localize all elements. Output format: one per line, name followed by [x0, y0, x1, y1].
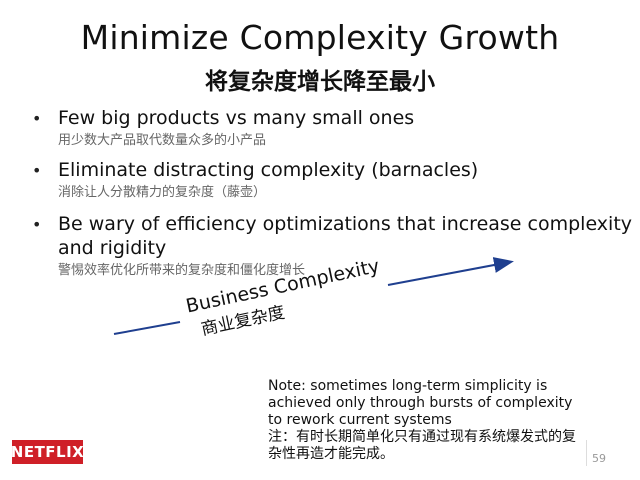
complexity-arrow-tail [113, 321, 181, 335]
slide-subtitle: 将复杂度增长降至最小 [205, 69, 435, 95]
bullet-text: Eliminate distracting complexity (barnac… [58, 159, 479, 181]
bullet-marker: • [32, 161, 42, 180]
complexity-arrow-head [387, 257, 514, 286]
netflix-logo: NETFLIX [11, 440, 84, 464]
bullet-text: Be wary of efficiency optimizations that… [58, 213, 633, 259]
slide-title: Minimize Complexity Growth [80, 18, 560, 57]
footnote-cn: 注：有时长期简单化只有通过现有系统爆发式的复杂性再造才能完成。 [268, 429, 576, 462]
bullet-item: • Eliminate distracting complexity (barn… [32, 158, 638, 203]
page-number: 59 [592, 452, 606, 465]
bullet-item: • Few big products vs many small ones 用少… [32, 106, 638, 151]
bullet-translation: 警惕效率优化所带来的复杂度和僵化度增长 [58, 263, 306, 278]
bullet-item: • Be wary of efficiency optimizations th… [32, 212, 640, 281]
bullet-translation: 用少数大产品取代数量众多的小产品 [58, 133, 267, 148]
footnote-en: Note: sometimes long-term simplicity is … [268, 378, 573, 428]
page-divider [586, 440, 587, 466]
footnote: Note: sometimes long-term simplicity is … [268, 378, 588, 463]
bullet-marker: • [32, 215, 42, 234]
bullet-marker: • [32, 109, 42, 128]
bullet-text: Few big products vs many small ones [58, 107, 415, 129]
bullet-translation: 消除让人分散精力的复杂度（藤壶） [58, 185, 267, 200]
